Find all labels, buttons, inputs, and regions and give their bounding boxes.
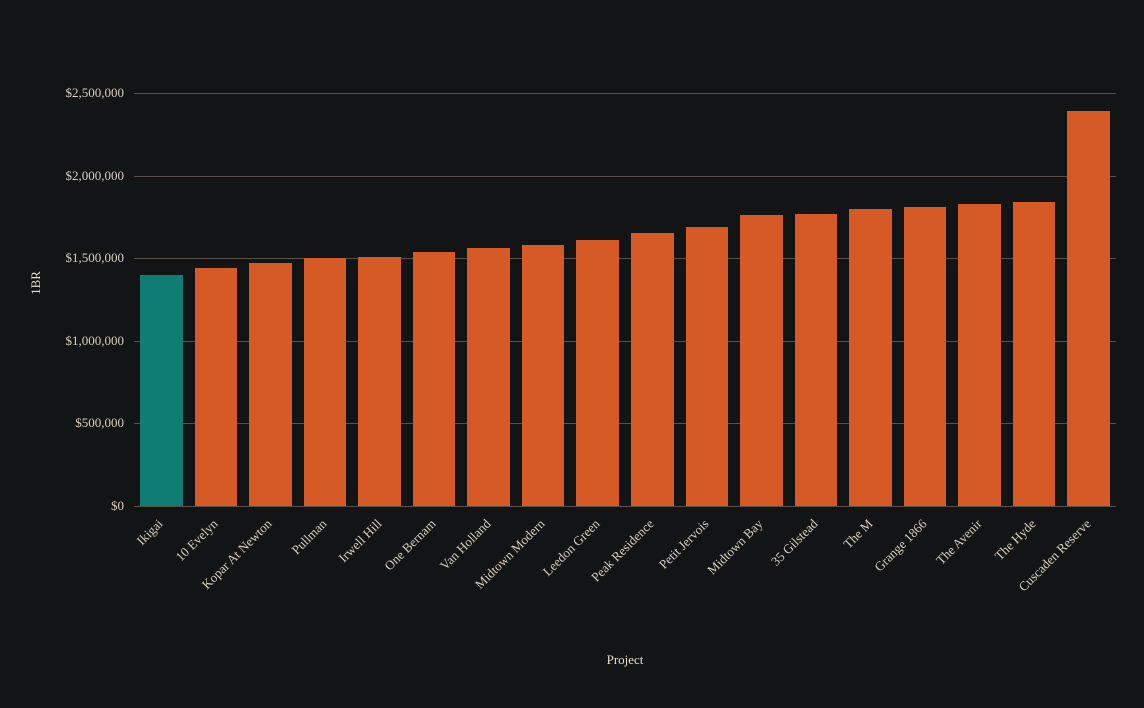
bar[interactable] (522, 245, 565, 506)
bar[interactable] (140, 275, 183, 506)
y-axis-title: 1BR (28, 271, 44, 295)
bar[interactable] (1067, 111, 1110, 506)
bar[interactable] (958, 204, 1001, 506)
bar[interactable] (1013, 202, 1056, 506)
bar[interactable] (249, 263, 292, 506)
y-tick-label: $2,000,000 (66, 168, 135, 184)
bar[interactable] (849, 209, 892, 506)
bar[interactable] (195, 268, 238, 506)
x-axis-title: Project (607, 652, 644, 668)
bar[interactable] (413, 252, 456, 506)
bar[interactable] (740, 215, 783, 506)
bar[interactable] (576, 240, 619, 506)
gridline (134, 93, 1116, 94)
bar[interactable] (904, 207, 947, 506)
bar[interactable] (304, 258, 347, 506)
bar[interactable] (631, 233, 674, 506)
plot-area: $0$500,000$1,000,000$1,500,000$2,000,000… (134, 60, 1116, 506)
y-tick-label: $500,000 (75, 415, 134, 431)
y-tick-label: $0 (111, 498, 134, 514)
bar-chart: $0 $500,000 $1,000,000 $1,500,000 $2,000,000… (0, 0, 1144, 708)
bar[interactable] (467, 248, 510, 506)
y-tick-label: $2,500,000 (66, 85, 135, 101)
y-tick-label: $1,500,000 (66, 250, 135, 266)
bar[interactable] (795, 214, 838, 506)
bar[interactable] (686, 227, 729, 506)
bar[interactable] (358, 257, 401, 506)
y-tick-label: $1,000,000 (66, 333, 135, 349)
gridline (134, 176, 1116, 177)
